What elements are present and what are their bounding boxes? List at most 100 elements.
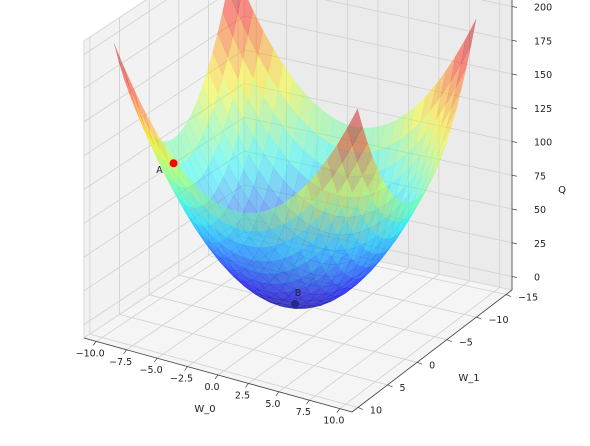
surface-facet [283,208,300,234]
surface-facet [174,160,191,193]
surface-facet [336,219,353,245]
surface-facet [178,186,195,209]
surface-facet [285,290,302,300]
surface-facet [299,292,316,302]
surface-facet [209,245,225,266]
surface-facet [369,203,386,229]
surface-facet [253,214,270,240]
surface-facet [194,226,210,249]
surface-facet [219,261,235,278]
surface-facet [354,227,371,249]
surface-facet [118,61,135,103]
surface-facet [254,274,270,289]
surface-facet [406,193,422,221]
surface-facet [359,173,376,198]
surface-facet [376,217,393,239]
surface-facet [298,199,315,226]
surface-mesh [113,0,477,310]
surface-facet [345,280,362,294]
surface-facet [286,235,302,256]
z-tick-mark [511,208,518,211]
surface-facet [168,178,185,204]
surface-facet [386,220,403,240]
surface-facet [243,153,259,187]
grid-line-x [156,0,318,359]
grid-line-y [119,17,388,386]
surface-facet [233,135,249,171]
surface-facet [431,142,447,177]
surface-facet [217,130,234,166]
x-tick-label: −10.0 [76,348,105,359]
surface-facet [326,232,342,256]
surface-facet [204,238,220,258]
surface-facet [283,160,300,192]
surface-facet [189,209,205,236]
surface-facet [213,144,229,178]
surface-facet [284,246,300,267]
grid-line-x [278,0,440,393]
surface-facet [279,284,296,297]
grid-line-y [148,0,418,363]
surface-facet [192,98,209,136]
surface-facet [346,161,363,194]
z-tick-label: 100 [534,138,552,149]
surface-facet [268,249,285,270]
surface-facet [404,121,421,156]
y-tick-label: 0 [429,360,435,371]
surface-facet [359,237,376,259]
surface-facet [406,198,422,225]
surface-facet [240,228,257,248]
x-tick-label: 10.0 [323,416,344,427]
surface-facet [319,275,336,287]
surface-facet [182,120,199,153]
surface-facet [331,162,348,195]
surface-facet [285,267,302,283]
surface-facet [258,200,275,228]
grid-line-x [339,0,501,409]
surface-facet [300,293,317,303]
surface-facet [349,214,366,235]
surface-facet [359,209,376,233]
surface-facet [390,208,407,235]
y-tick-mark [387,384,393,388]
grid-line-z [83,0,513,55]
surface-facet [283,103,299,141]
surface-facet [179,178,196,209]
z-tick-mark [511,73,518,76]
surface-facet [291,211,307,236]
z-tick-mark [511,6,518,8]
surface-facet [295,307,311,309]
x-tick-label: −7.5 [109,357,132,368]
surface-facet [361,197,378,225]
surface-facet [218,256,235,272]
surface-facet [245,245,261,262]
surface-facet [259,287,276,298]
surface-facet [415,141,431,175]
surface-facet [361,263,377,279]
surface-facet [400,194,417,223]
surface-facet [308,159,325,189]
surface-facet [339,269,356,285]
surface-facet [281,219,297,242]
grid-line-z [83,218,513,325]
y-tick-mark [476,316,482,320]
surface-facet [244,282,261,295]
grid-line-z [83,0,513,89]
surface-facet [270,258,287,274]
surface-facet [253,117,269,154]
surface-facet [374,145,391,174]
grid-line-y [237,0,507,295]
surface-facet [381,239,397,260]
surface-facet [219,242,236,264]
surface-facet [411,187,427,214]
surface-facet [311,232,327,255]
surface-facet [263,133,279,169]
surface-facet [188,184,204,209]
surface-facet [324,283,341,295]
surface-facet [364,149,381,177]
surface-facet [304,284,321,295]
x-tick-mark [275,391,280,397]
x-tick-label: 0.0 [204,382,219,393]
surface-facet [183,187,200,209]
surface-facet [212,93,229,132]
